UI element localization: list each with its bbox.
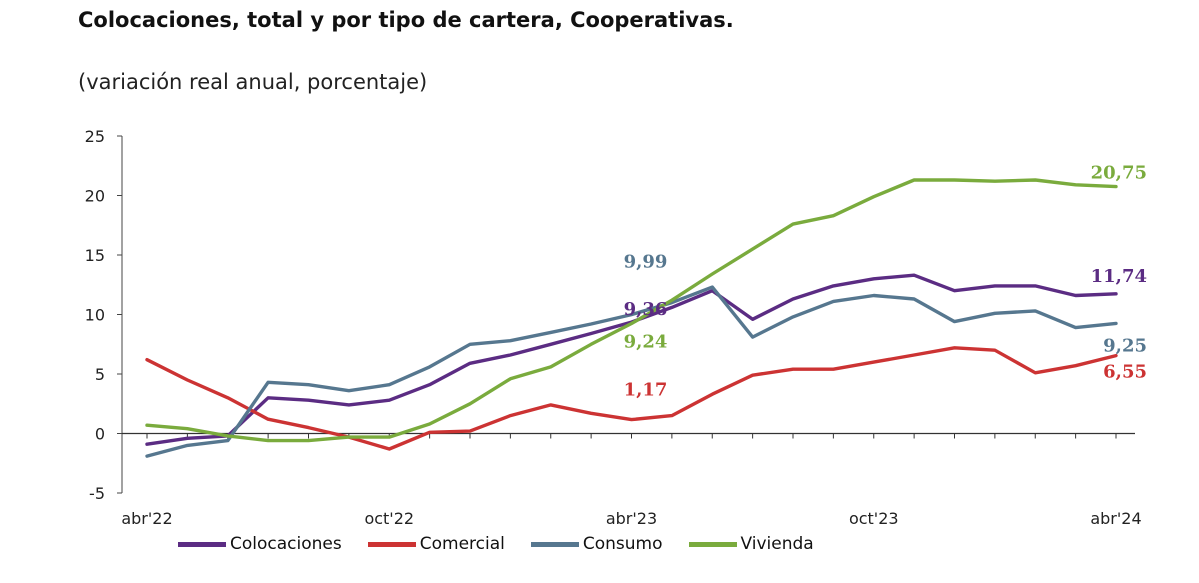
- y-tick-label: -5: [89, 484, 105, 503]
- legend-item-consumo: Consumo: [530, 534, 663, 554]
- legend-item-colocaciones: Colocaciones: [178, 534, 342, 554]
- y-tick-label: 5: [95, 365, 105, 384]
- end-label-consumo: 9,25: [1103, 335, 1147, 356]
- legend-item-comercial: Comercial: [367, 534, 505, 554]
- y-tick-label: 0: [95, 425, 105, 444]
- legend-swatch-consumo: [530, 541, 579, 547]
- legend-swatch-comercial: [367, 541, 416, 547]
- series-line-vivienda: [145, 178, 1118, 443]
- series-line-consumo: [145, 285, 1118, 458]
- x-tick-label: oct'22: [364, 509, 414, 528]
- x-tick-label: abr'22: [121, 509, 172, 528]
- legend-swatch-colocaciones: [178, 541, 226, 547]
- chart-legend: Colocaciones Comercial Consumo Vivienda: [178, 532, 814, 556]
- chart-title: Colocaciones, total y por tipo de carter…: [78, 8, 734, 32]
- annotation-label-vivienda: 9,24: [624, 332, 668, 353]
- end-label-vivienda: 20,75: [1091, 163, 1147, 184]
- x-tick-label: abr'23: [606, 509, 657, 528]
- series-line-comercial: [145, 346, 1118, 451]
- annotation-label-colocaciones: 9,36: [624, 299, 668, 320]
- y-tick-label: 25: [85, 127, 105, 146]
- end-label-colocaciones: 11,74: [1091, 266, 1147, 287]
- annotation-label-comercial: 1,17: [624, 380, 668, 401]
- legend-label-vivienda: Vivienda: [740, 534, 814, 554]
- y-tick-label: 20: [85, 187, 105, 206]
- x-tick-label: abr'24: [1090, 509, 1141, 528]
- end-label-comercial: 6,55: [1103, 362, 1147, 383]
- x-tick-label: oct'23: [849, 509, 899, 528]
- legend-label-colocaciones: Colocaciones: [230, 534, 342, 554]
- legend-label-consumo: Consumo: [582, 534, 663, 554]
- y-tick-label: 15: [85, 246, 105, 265]
- y-tick-label: 10: [85, 306, 105, 325]
- legend-swatch-vivienda: [688, 541, 737, 547]
- legend-label-comercial: Comercial: [419, 534, 505, 554]
- chart-subtitle: (variación real anual, porcentaje): [78, 70, 428, 94]
- legend-item-vivienda: Vivienda: [688, 534, 814, 554]
- annotation-label-consumo: 9,99: [624, 252, 668, 273]
